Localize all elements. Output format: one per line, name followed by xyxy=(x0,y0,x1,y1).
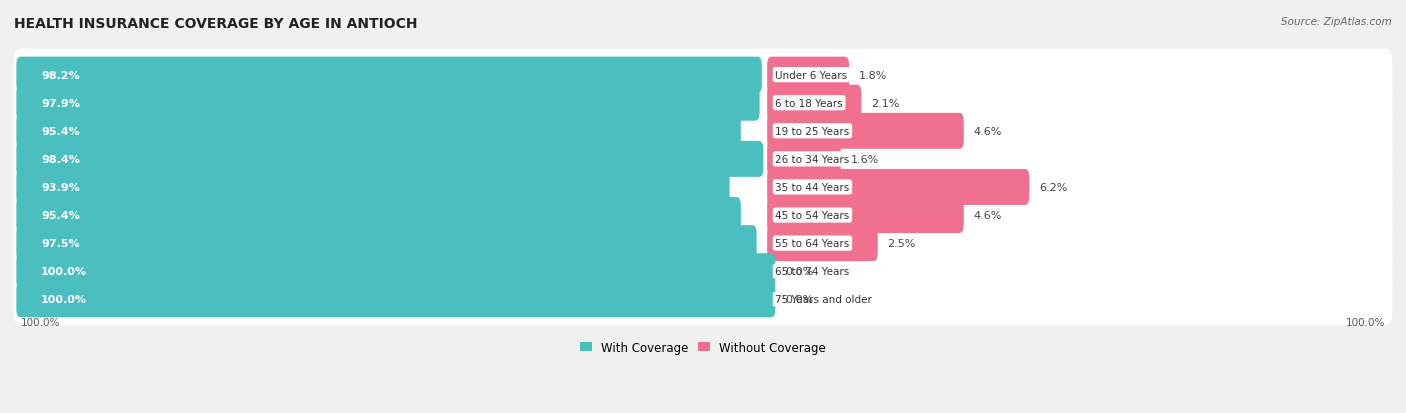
FancyBboxPatch shape xyxy=(768,225,877,261)
Text: 65 to 74 Years: 65 to 74 Years xyxy=(775,266,849,277)
Text: 4.6%: 4.6% xyxy=(973,126,1001,136)
Text: 95.4%: 95.4% xyxy=(41,211,80,221)
Text: 75 Years and older: 75 Years and older xyxy=(775,294,872,304)
Legend: With Coverage, Without Coverage: With Coverage, Without Coverage xyxy=(575,337,831,359)
FancyBboxPatch shape xyxy=(14,162,1392,213)
Text: 98.2%: 98.2% xyxy=(41,71,80,81)
FancyBboxPatch shape xyxy=(768,170,1029,205)
Text: 0.0%: 0.0% xyxy=(785,294,813,304)
Text: Under 6 Years: Under 6 Years xyxy=(775,71,848,81)
FancyBboxPatch shape xyxy=(768,197,963,233)
FancyBboxPatch shape xyxy=(14,50,1392,101)
Text: 4.6%: 4.6% xyxy=(973,211,1001,221)
Text: 100.0%: 100.0% xyxy=(41,294,87,304)
Text: 100.0%: 100.0% xyxy=(1346,317,1385,327)
Text: 100.0%: 100.0% xyxy=(21,317,60,327)
Text: 97.9%: 97.9% xyxy=(41,98,80,109)
Text: 26 to 34 Years: 26 to 34 Years xyxy=(775,154,849,164)
Text: 95.4%: 95.4% xyxy=(41,126,80,136)
FancyBboxPatch shape xyxy=(17,57,762,93)
Text: 97.5%: 97.5% xyxy=(41,239,80,249)
Text: 98.4%: 98.4% xyxy=(41,154,80,164)
FancyBboxPatch shape xyxy=(768,85,862,121)
Text: 1.6%: 1.6% xyxy=(851,154,879,164)
FancyBboxPatch shape xyxy=(17,114,741,150)
FancyBboxPatch shape xyxy=(17,85,759,121)
FancyBboxPatch shape xyxy=(14,134,1392,185)
Text: 6 to 18 Years: 6 to 18 Years xyxy=(775,98,844,109)
Text: 2.5%: 2.5% xyxy=(887,239,915,249)
Text: HEALTH INSURANCE COVERAGE BY AGE IN ANTIOCH: HEALTH INSURANCE COVERAGE BY AGE IN ANTI… xyxy=(14,17,418,31)
FancyBboxPatch shape xyxy=(14,246,1392,297)
FancyBboxPatch shape xyxy=(17,254,775,290)
FancyBboxPatch shape xyxy=(17,170,730,205)
FancyBboxPatch shape xyxy=(17,197,741,233)
Text: 2.1%: 2.1% xyxy=(870,98,900,109)
Text: 45 to 54 Years: 45 to 54 Years xyxy=(775,211,849,221)
FancyBboxPatch shape xyxy=(768,142,841,178)
Text: 0.0%: 0.0% xyxy=(785,266,813,277)
FancyBboxPatch shape xyxy=(17,142,763,178)
FancyBboxPatch shape xyxy=(17,282,775,318)
FancyBboxPatch shape xyxy=(17,225,756,261)
FancyBboxPatch shape xyxy=(14,78,1392,129)
Text: 19 to 25 Years: 19 to 25 Years xyxy=(775,126,849,136)
Text: 55 to 64 Years: 55 to 64 Years xyxy=(775,239,849,249)
Text: 93.9%: 93.9% xyxy=(41,183,80,192)
Text: 35 to 44 Years: 35 to 44 Years xyxy=(775,183,849,192)
FancyBboxPatch shape xyxy=(14,190,1392,241)
Text: 6.2%: 6.2% xyxy=(1039,183,1067,192)
Text: 1.8%: 1.8% xyxy=(859,71,887,81)
FancyBboxPatch shape xyxy=(14,218,1392,269)
Text: 100.0%: 100.0% xyxy=(41,266,87,277)
Text: Source: ZipAtlas.com: Source: ZipAtlas.com xyxy=(1281,17,1392,26)
FancyBboxPatch shape xyxy=(768,114,963,150)
FancyBboxPatch shape xyxy=(768,57,849,93)
FancyBboxPatch shape xyxy=(14,274,1392,325)
FancyBboxPatch shape xyxy=(14,106,1392,157)
